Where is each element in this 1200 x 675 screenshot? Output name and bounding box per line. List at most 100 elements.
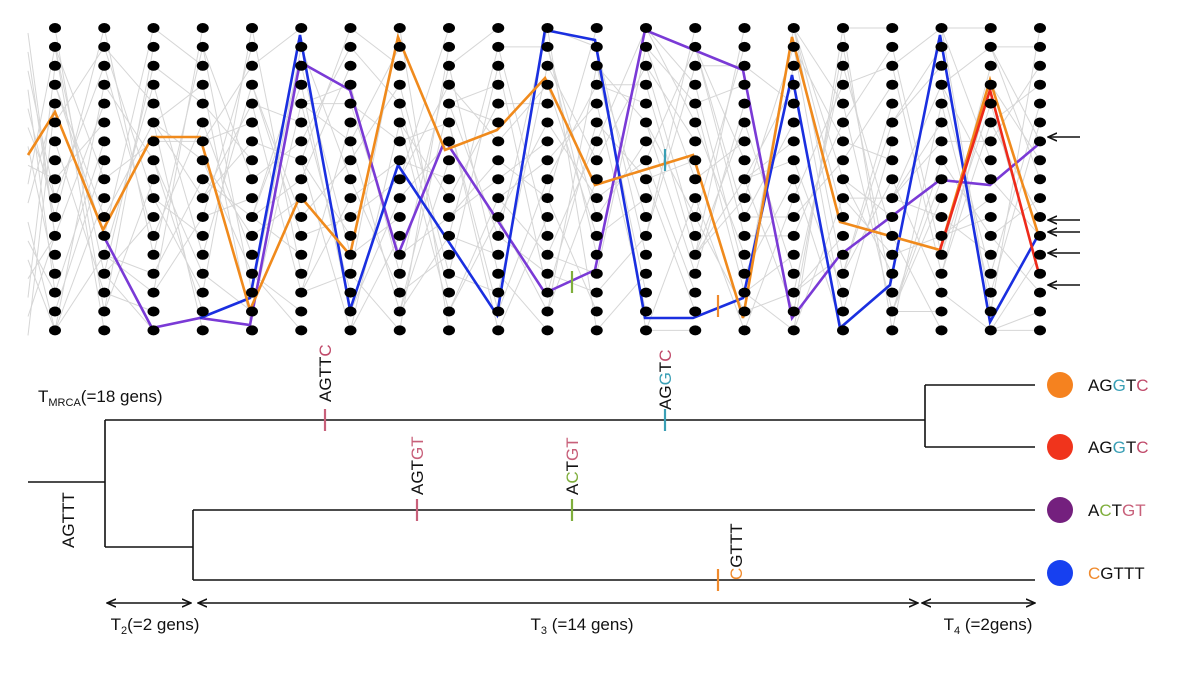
interval-label: T4 (=2gens) <box>944 615 1033 637</box>
parent-link <box>301 84 351 105</box>
individual <box>787 268 800 279</box>
parent-link <box>842 84 893 161</box>
parent-link <box>891 46 942 123</box>
letter: T <box>1112 501 1122 520</box>
individual <box>640 60 652 71</box>
individual <box>837 230 849 241</box>
individual <box>49 212 61 222</box>
individual <box>984 60 997 71</box>
individual <box>935 268 948 279</box>
individual <box>738 155 751 166</box>
individual <box>49 136 61 147</box>
parent-link <box>350 27 401 67</box>
individual <box>640 79 652 90</box>
parent-link <box>596 46 647 255</box>
parent-link <box>153 197 204 293</box>
individual <box>246 41 258 52</box>
individual <box>393 60 406 71</box>
individual <box>147 212 160 222</box>
individual <box>837 98 849 109</box>
letter: C <box>1136 376 1148 395</box>
label-rest: (=14 gens) <box>547 615 633 634</box>
parent-link <box>793 27 844 180</box>
coalescent-tree <box>28 384 1035 581</box>
parent-link <box>350 235 401 331</box>
individual <box>886 60 899 71</box>
individual <box>541 193 554 204</box>
parent-link <box>153 122 204 331</box>
individual <box>590 98 603 109</box>
individual <box>640 268 652 279</box>
individual <box>984 193 997 204</box>
individual <box>295 23 308 33</box>
individual <box>738 230 751 241</box>
parent-link <box>596 235 647 293</box>
individual <box>738 23 751 33</box>
label-main: T <box>111 615 121 634</box>
individual <box>492 79 505 90</box>
parent-link <box>27 240 56 293</box>
letter: G <box>1100 564 1113 583</box>
individual <box>787 306 800 317</box>
parent-link <box>54 84 105 218</box>
individual <box>49 23 61 33</box>
individual <box>837 79 849 90</box>
individual <box>1034 193 1046 204</box>
individual <box>984 23 997 33</box>
parent-link <box>251 65 302 218</box>
individual <box>196 136 209 147</box>
parent-link <box>497 216 548 331</box>
individual <box>443 41 455 52</box>
individual <box>689 23 702 33</box>
individual <box>295 193 308 204</box>
individual <box>886 174 899 185</box>
individual <box>1034 60 1046 71</box>
label-sub: 2 <box>121 625 127 637</box>
parent-link <box>891 197 942 312</box>
parent-link <box>54 46 105 274</box>
individual <box>640 306 652 317</box>
parent-link <box>103 65 154 237</box>
individual <box>246 212 258 222</box>
individual <box>886 230 899 241</box>
parent-link <box>694 122 745 255</box>
individual <box>295 287 308 298</box>
parent-link <box>27 235 56 279</box>
letter: G <box>563 448 582 461</box>
parent-link <box>202 65 253 142</box>
leaf-dot <box>1047 434 1073 460</box>
letter: G <box>408 470 427 483</box>
letter: G <box>727 554 746 567</box>
letter: G <box>1099 438 1112 457</box>
individual <box>541 117 554 128</box>
individual <box>344 325 357 336</box>
individual <box>196 155 209 166</box>
parent-link <box>300 46 351 180</box>
individual <box>541 268 554 279</box>
individual <box>689 41 702 52</box>
individual <box>393 193 406 204</box>
label-rest: (=18 gens) <box>81 387 163 406</box>
label-rest: (=2gens) <box>960 615 1032 634</box>
individual <box>393 79 406 90</box>
individual <box>590 212 603 222</box>
individual <box>344 155 357 166</box>
parent-link <box>694 178 745 256</box>
individual <box>1034 174 1046 185</box>
individual <box>837 155 849 166</box>
individual <box>935 230 948 241</box>
individual <box>837 117 849 128</box>
parent-link <box>202 46 253 293</box>
individual <box>98 117 111 128</box>
parent-link <box>694 46 745 161</box>
letter: T <box>656 362 675 372</box>
parent-link <box>103 46 154 199</box>
individual <box>738 79 751 90</box>
individual <box>541 249 554 260</box>
parent-link <box>694 46 745 237</box>
individual <box>837 193 849 204</box>
individual <box>443 60 455 71</box>
individual <box>492 212 505 222</box>
letter: C <box>316 344 335 356</box>
